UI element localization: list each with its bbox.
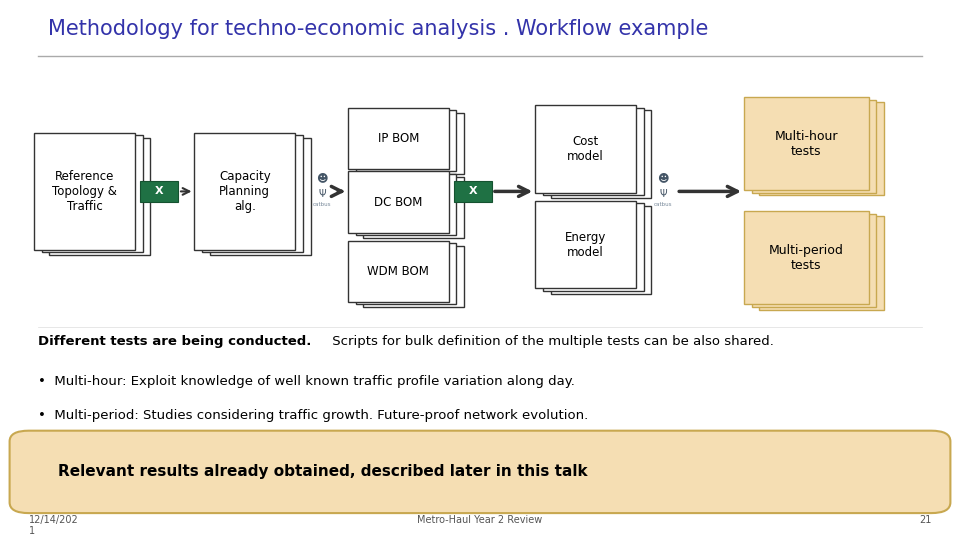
Text: Ψ: Ψ [660,189,666,199]
FancyBboxPatch shape [194,133,296,250]
Text: Metro-Haul Year 2 Review: Metro-Haul Year 2 Review [418,515,542,525]
Text: catbus: catbus [313,202,331,207]
FancyBboxPatch shape [10,431,950,513]
Text: 12/14/202
1: 12/14/202 1 [29,515,79,536]
Text: Methodology for techno-economic analysis . Workflow example: Methodology for techno-economic analysis… [48,18,708,38]
Text: Cost
model: Cost model [567,135,604,163]
FancyBboxPatch shape [35,133,134,250]
FancyBboxPatch shape [363,113,465,174]
Text: ☻: ☻ [657,173,669,183]
FancyBboxPatch shape [752,99,876,193]
FancyBboxPatch shape [363,246,465,307]
FancyBboxPatch shape [50,138,150,255]
Text: WDM BOM: WDM BOM [368,265,429,278]
FancyBboxPatch shape [453,181,492,202]
FancyBboxPatch shape [355,243,457,305]
Text: Capacity
Planning
alg.: Capacity Planning alg. [219,170,271,213]
FancyBboxPatch shape [543,203,643,291]
FancyBboxPatch shape [536,105,636,193]
Text: Energy
model: Energy model [564,231,607,259]
Text: Multi-period
tests: Multi-period tests [769,244,844,272]
FancyBboxPatch shape [42,136,142,253]
Text: Multi-hour
tests: Multi-hour tests [775,130,838,158]
FancyBboxPatch shape [543,107,643,195]
Text: Scripts for bulk definition of the multiple tests can be also shared.: Scripts for bulk definition of the multi… [328,335,774,348]
FancyBboxPatch shape [348,172,448,233]
Text: Ψ: Ψ [319,189,325,199]
FancyBboxPatch shape [348,241,448,302]
FancyBboxPatch shape [744,97,869,190]
FancyBboxPatch shape [744,211,869,305]
Text: Different tests are being conducted.: Different tests are being conducted. [38,335,312,348]
Text: ☻: ☻ [316,173,328,183]
FancyBboxPatch shape [348,107,448,169]
Text: IP BOM: IP BOM [377,132,420,145]
FancyBboxPatch shape [139,181,178,202]
Text: •  Multi-period: Studies considering traffic growth. Future-proof network evolut: • Multi-period: Studies considering traf… [38,409,588,422]
Text: 21: 21 [919,515,931,525]
Text: X: X [468,186,477,197]
Text: catbus: catbus [654,202,672,207]
Text: X: X [155,186,163,197]
Text: Reference
Topology &
Traffic: Reference Topology & Traffic [52,170,117,213]
Text: •  Multi-hour: Exploit knowledge of well known traffic profile variation along d: • Multi-hour: Exploit knowledge of well … [38,375,575,388]
FancyBboxPatch shape [363,177,465,238]
FancyBboxPatch shape [551,206,651,294]
FancyBboxPatch shape [355,174,457,235]
FancyBboxPatch shape [759,102,884,195]
FancyBboxPatch shape [759,217,884,309]
Text: DC BOM: DC BOM [374,195,422,208]
FancyBboxPatch shape [551,110,651,198]
Text: Relevant results already obtained, described later in this talk: Relevant results already obtained, descr… [58,464,588,479]
FancyBboxPatch shape [752,214,876,307]
FancyBboxPatch shape [203,136,303,253]
FancyBboxPatch shape [355,110,457,171]
FancyBboxPatch shape [210,138,311,255]
FancyBboxPatch shape [536,201,636,288]
